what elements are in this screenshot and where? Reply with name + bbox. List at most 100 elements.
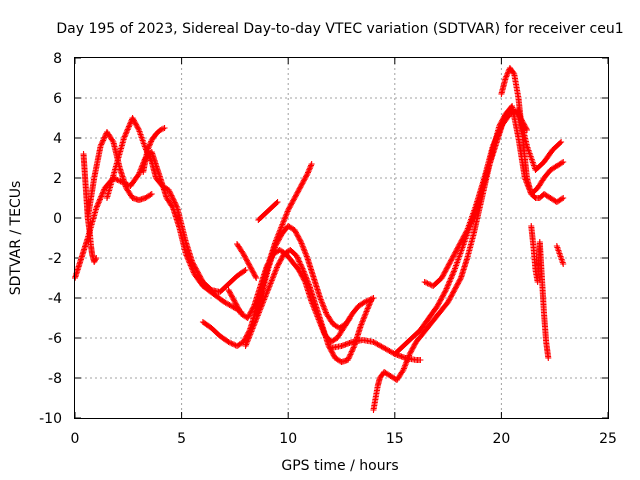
data-point — [274, 239, 281, 245]
data-point — [443, 265, 450, 272]
data-point — [133, 121, 140, 128]
data-point — [304, 171, 311, 177]
data-point — [451, 287, 458, 293]
data-point — [183, 252, 190, 259]
data-point — [98, 140, 105, 147]
data-point — [91, 257, 98, 264]
data-point — [196, 272, 203, 279]
data-point — [147, 139, 154, 146]
data-point — [350, 344, 357, 351]
data-point — [506, 111, 513, 117]
data-point — [276, 259, 283, 265]
data-point — [244, 259, 251, 265]
data-point — [96, 196, 103, 203]
data-point — [455, 244, 462, 251]
data-point — [170, 196, 177, 203]
data-point — [135, 125, 142, 132]
data-point — [168, 192, 175, 199]
data-point — [225, 287, 232, 293]
data-point — [361, 299, 368, 305]
data-point — [295, 235, 302, 241]
data-point — [286, 204, 293, 211]
data-point — [148, 191, 155, 197]
data-point — [457, 276, 464, 283]
data-point — [496, 127, 503, 134]
data-point — [244, 315, 251, 321]
data-point — [197, 273, 204, 280]
series-sat-j — [234, 241, 260, 281]
data-point — [494, 133, 501, 139]
data-point — [166, 188, 173, 195]
y-tick-label: -6 — [48, 331, 62, 347]
data-point — [435, 301, 442, 308]
data-point — [364, 305, 371, 312]
data-point — [348, 350, 355, 356]
data-point — [225, 339, 232, 345]
data-point — [292, 228, 299, 235]
data-point — [296, 185, 303, 192]
data-point — [306, 165, 313, 172]
data-point — [447, 295, 454, 301]
data-point — [448, 292, 455, 299]
data-point — [169, 193, 176, 200]
data-point — [295, 255, 302, 262]
data-point — [234, 304, 241, 311]
data-point — [226, 339, 233, 346]
data-point — [442, 267, 449, 273]
data-point — [231, 299, 238, 305]
data-point — [434, 303, 441, 309]
data-point — [447, 275, 454, 282]
data-point — [157, 127, 164, 133]
data-point — [347, 351, 354, 358]
data-point — [445, 263, 452, 269]
data-point — [491, 140, 498, 147]
data-point — [98, 141, 105, 148]
axis-ticks: 0 5 10 15 20 25 -10 -8 -6 -4 -2 0 2 4 6 8 — [39, 51, 617, 447]
data-point — [98, 193, 105, 200]
data-point — [296, 236, 303, 243]
data-point — [253, 275, 260, 281]
data-point — [439, 293, 446, 300]
data-point — [437, 297, 444, 304]
data-point — [444, 284, 451, 291]
chart-title: Day 195 of 2023, Sidereal Day-to-day VTE… — [56, 21, 623, 37]
data-point — [230, 296, 237, 303]
data-point — [443, 285, 450, 292]
data-point — [410, 344, 417, 351]
data-point — [445, 297, 452, 304]
data-point — [457, 240, 464, 247]
data-point — [436, 299, 443, 305]
data-point — [251, 272, 258, 279]
data-point — [328, 348, 335, 355]
data-point — [279, 253, 286, 260]
data-point — [233, 301, 240, 308]
series-sat-c — [103, 115, 249, 295]
y-tick-label: -2 — [48, 251, 62, 267]
data-point — [92, 256, 99, 263]
data-point — [462, 231, 469, 237]
data-point — [363, 298, 370, 305]
data-point — [121, 135, 128, 141]
data-point — [236, 307, 243, 313]
x-tick-label: 5 — [177, 431, 186, 447]
data-point — [446, 260, 453, 267]
data-point — [295, 257, 302, 264]
data-point — [409, 345, 416, 352]
data-point — [495, 130, 502, 137]
data-point — [195, 271, 202, 277]
y-tick-label: 2 — [53, 171, 62, 187]
data-point — [234, 303, 241, 309]
data-point — [246, 312, 253, 319]
y-tick-label: -8 — [48, 371, 62, 387]
data-point — [172, 200, 179, 207]
data-point — [130, 116, 137, 123]
data-point — [293, 191, 300, 197]
data-point — [421, 279, 428, 285]
data-point — [99, 138, 106, 145]
data-point — [503, 72, 510, 79]
data-point — [285, 207, 292, 213]
data-point — [251, 271, 258, 277]
data-point — [134, 124, 141, 131]
data-point — [288, 201, 295, 208]
